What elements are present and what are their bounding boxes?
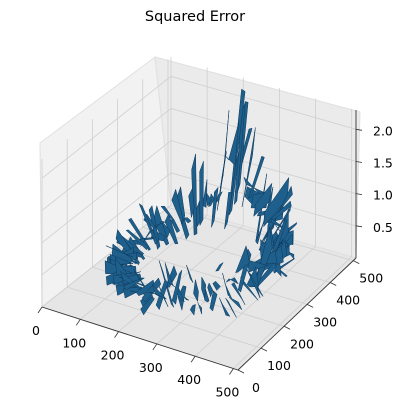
y-tick-label: 0 (252, 380, 260, 395)
z-tick-label: 0.5 (373, 220, 393, 235)
y-tick-label: 500 (359, 271, 383, 286)
z-tick-label: 2.0 (373, 123, 393, 138)
z-tick-label: 1.0 (373, 188, 393, 203)
x-tick-mark (229, 369, 233, 375)
y-tick-label: 400 (336, 293, 360, 308)
y-tick-mark (330, 283, 336, 286)
y-tick-mark (284, 326, 290, 329)
y-tick-label: 200 (290, 336, 314, 351)
y-tick-label: 100 (267, 358, 291, 373)
x-tick-label: 100 (62, 335, 86, 350)
surface-face (200, 161, 204, 225)
x-tick-label: 200 (101, 348, 125, 363)
z-tick-labels: 0.5 1.0 1.5 2.0 (356, 123, 393, 235)
x-tick-mark (191, 356, 195, 362)
x-tick-label: 500 (215, 385, 239, 400)
x-tick-label: 0 (32, 323, 40, 338)
x-tick-mark (115, 332, 119, 338)
y-tick-mark (238, 370, 244, 373)
x-tick-label: 400 (177, 372, 201, 387)
y-tick-mark (307, 304, 313, 307)
z-tick-label: 1.5 (373, 155, 393, 170)
y-tick-mark (353, 261, 359, 264)
chart-title: Squared Error (145, 9, 245, 25)
y-tick-label: 300 (313, 314, 337, 329)
x-tick-label: 300 (139, 360, 163, 375)
x-tick-mark (76, 319, 80, 325)
y-tick-mark (261, 348, 267, 351)
x-tick-mark (153, 344, 157, 350)
x-tick-mark (38, 307, 42, 313)
